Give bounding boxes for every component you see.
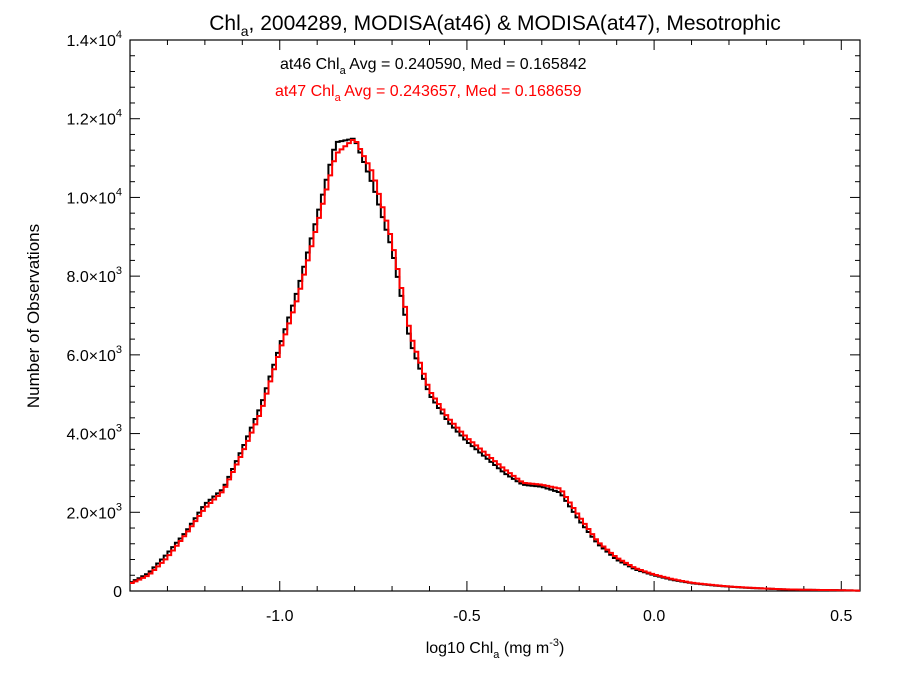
- y-tick-label: 1.0×104: [66, 186, 122, 207]
- chart-title: Chla, 2004289, MODISA(at46) & MODISA(at4…: [209, 12, 781, 39]
- plot-frame: [129, 39, 861, 592]
- series-line-at47: [130, 138, 860, 592]
- x-tick-label: 0.5: [830, 608, 852, 625]
- annotation-at47: at47 Chla Avg = 0.243657, Med = 0.168659: [275, 83, 582, 104]
- y-tick-label: 6.0×103: [66, 344, 122, 365]
- series-group: [130, 137, 860, 592]
- series-line-at46: [130, 137, 860, 592]
- annotation-at46: at46 Chla Avg = 0.240590, Med = 0.165842: [280, 56, 587, 77]
- y-tick-label: 2.0×103: [66, 501, 122, 522]
- chart-title-sub: a: [241, 23, 249, 39]
- chart-title-main: Chl: [209, 12, 241, 35]
- y-tick-label: 1.4×104: [66, 29, 122, 50]
- chart-title-rest: , 2004289, MODISA(at46) & MODISA(at47), …: [249, 12, 781, 35]
- x-tick-label: 0.0: [643, 608, 665, 625]
- y-tick-label: 4.0×103: [66, 423, 122, 444]
- y-tick-label: 0: [113, 584, 122, 601]
- x-tick-label: -1.0: [266, 608, 294, 625]
- y-tick-label: 1.2×104: [66, 108, 122, 129]
- x-axis-label: log10 Chla (mg m-3): [426, 637, 565, 661]
- y-axis-label: Number of Observations: [24, 224, 43, 408]
- x-tick-label: -0.5: [453, 608, 481, 625]
- x-axis-ticks: -1.0 -0.5 0.0 0.5: [166, 40, 853, 625]
- y-tick-label: 8.0×103: [66, 265, 122, 286]
- y-axis-ticks: 0 2.0×103 4.0×103 6.0×103 8.0×103 1.0×104 1.2×…: [66, 29, 860, 601]
